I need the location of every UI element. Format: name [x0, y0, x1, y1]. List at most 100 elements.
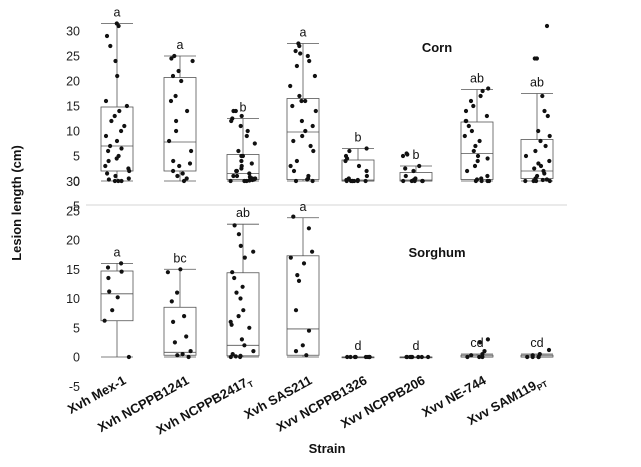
y-tick-label: 0: [73, 175, 80, 189]
data-point: [306, 226, 311, 231]
data-point: [416, 354, 421, 360]
significance-letter: b: [240, 101, 247, 115]
data-point: [543, 143, 548, 149]
data-point: [247, 171, 252, 176]
data-point: [239, 166, 244, 171]
box-4: a: [286, 200, 320, 358]
category-superscript: T: [246, 378, 256, 390]
box-iqr: [226, 272, 260, 357]
data-point: [538, 138, 543, 144]
data-point: [236, 314, 241, 319]
data-point: [468, 98, 474, 104]
data-point: [485, 173, 490, 179]
y-tick-label: 25: [66, 50, 80, 64]
data-point: [242, 343, 247, 348]
data-point: [252, 141, 257, 146]
data-point: [401, 178, 406, 184]
data-point: [127, 168, 132, 174]
data-point: [293, 178, 299, 184]
box-iqr: [341, 159, 375, 182]
box-1: a: [100, 6, 134, 184]
data-point: [364, 173, 369, 179]
data-point: [480, 354, 485, 360]
data-point: [113, 58, 118, 64]
data-point: [126, 354, 131, 360]
data-point: [299, 118, 304, 124]
data-point: [236, 232, 241, 237]
data-point: [466, 123, 471, 129]
data-point: [177, 163, 182, 169]
data-point: [114, 156, 119, 161]
data-point: [109, 118, 114, 124]
data-point: [363, 178, 368, 184]
data-point: [412, 178, 417, 184]
data-point: [299, 98, 304, 104]
data-point: [238, 243, 243, 248]
data-point: [463, 118, 468, 124]
significance-letter: b: [413, 148, 420, 162]
data-point: [523, 178, 528, 184]
significance-letter: ab: [530, 76, 544, 90]
box-7: cd: [460, 336, 494, 360]
data-point: [175, 173, 180, 179]
data-point: [290, 103, 295, 109]
data-point: [542, 108, 547, 114]
significance-letter: a: [300, 26, 307, 40]
y-tick-label: 20: [66, 234, 80, 248]
data-point: [363, 354, 368, 360]
data-point: [167, 138, 172, 144]
data-point: [236, 148, 241, 154]
data-point: [239, 337, 244, 342]
data-point: [119, 178, 124, 184]
data-point: [119, 128, 124, 134]
data-point: [534, 178, 539, 184]
box-iqr: [286, 98, 320, 180]
data-point: [300, 133, 305, 139]
data-point: [480, 352, 485, 357]
data-point: [175, 290, 180, 295]
y-tick-label: 0: [73, 351, 80, 365]
data-point: [355, 178, 360, 184]
data-point: [229, 118, 234, 124]
data-point: [244, 133, 249, 139]
significance-letter: a: [300, 200, 307, 214]
data-point: [462, 133, 467, 139]
data-point: [240, 153, 245, 159]
data-point: [171, 168, 176, 174]
data-point: [471, 148, 476, 154]
box-7: ab: [460, 72, 494, 184]
data-point: [305, 177, 310, 182]
data-point: [186, 354, 191, 360]
x-axis-title: Strain: [309, 441, 346, 456]
data-point: [304, 353, 309, 358]
data-point: [288, 163, 293, 169]
data-point: [364, 146, 369, 151]
data-point: [233, 108, 238, 114]
box-3: b: [226, 101, 260, 184]
data-point: [293, 48, 298, 54]
data-point: [174, 128, 179, 134]
data-point: [472, 163, 478, 169]
data-point: [104, 33, 110, 39]
data-point: [112, 178, 117, 184]
data-point: [180, 352, 185, 357]
data-point: [178, 267, 183, 272]
data-point: [108, 43, 113, 49]
box-2: bc: [163, 251, 197, 360]
y-tick-label: 25: [66, 204, 80, 218]
data-point: [478, 340, 483, 345]
y-tick-label: 30: [66, 25, 80, 39]
data-point: [307, 58, 312, 64]
data-point: [298, 51, 303, 56]
data-point: [420, 178, 425, 184]
data-point: [105, 265, 111, 270]
y-tick-label: 5: [73, 321, 80, 335]
data-point: [403, 173, 408, 179]
y-tick-label: 5: [73, 150, 80, 164]
data-point: [240, 284, 245, 289]
box-3: ab: [226, 206, 260, 360]
data-point: [533, 148, 538, 154]
data-point: [119, 146, 124, 151]
data-point: [487, 178, 492, 184]
